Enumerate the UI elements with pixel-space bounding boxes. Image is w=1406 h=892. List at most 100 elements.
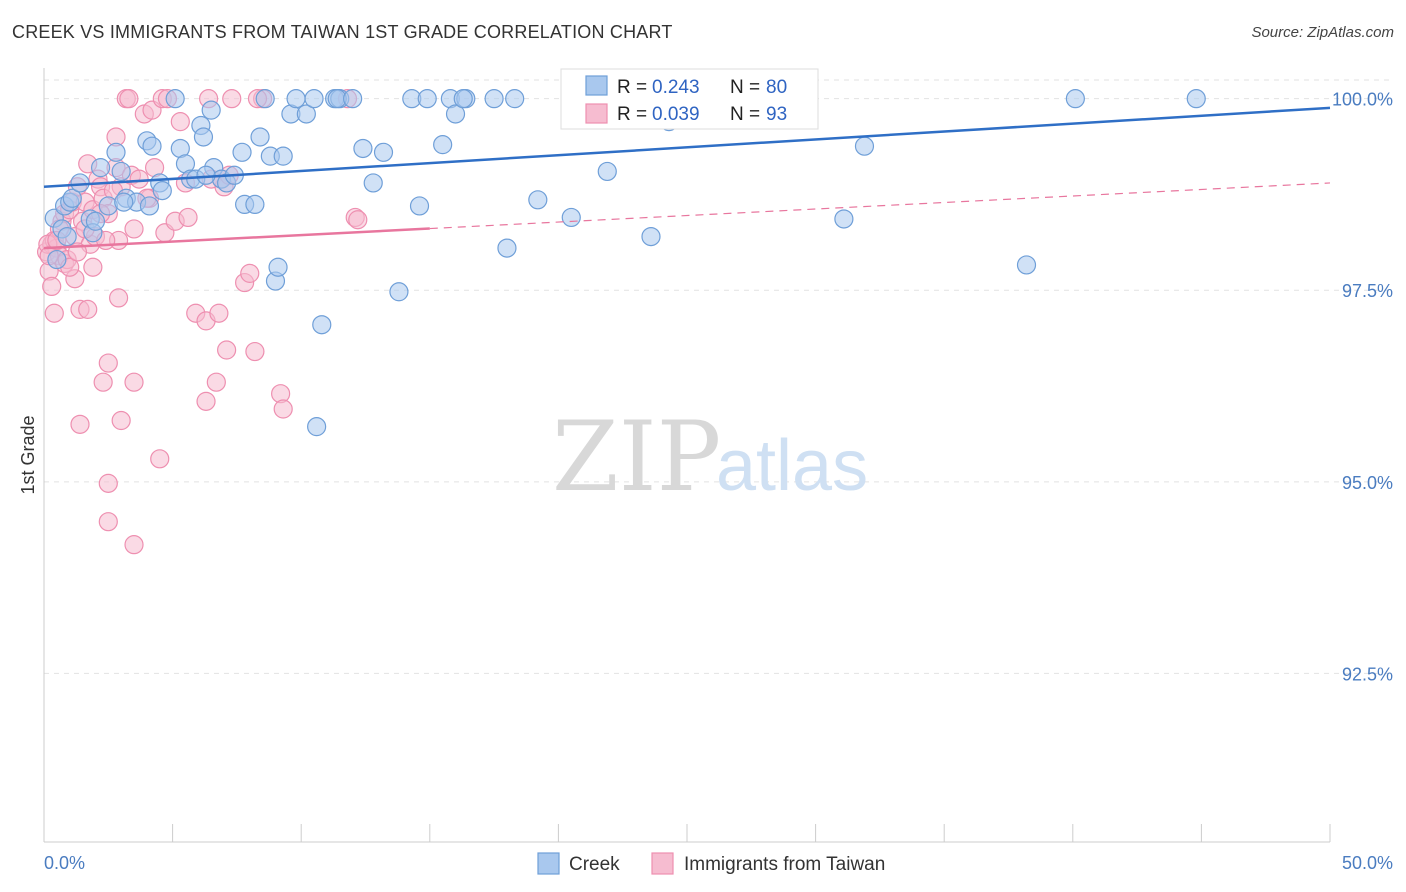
y-tick-label: 92.5% <box>1342 664 1393 684</box>
watermark-zip: ZIP <box>552 401 721 513</box>
data-point <box>111 410 131 431</box>
data-point <box>196 391 216 411</box>
data-point <box>85 211 106 231</box>
data-point <box>240 263 260 283</box>
legend-swatch-creek <box>585 75 608 96</box>
data-point <box>389 282 409 302</box>
data-point <box>47 249 67 270</box>
legend-r-label-creek: R = <box>617 77 647 98</box>
data-point <box>93 372 113 392</box>
data-point <box>232 142 252 162</box>
watermark: ZIP atlas <box>552 401 868 513</box>
data-point <box>497 238 517 258</box>
data-point <box>245 341 265 362</box>
data-point <box>353 138 373 159</box>
legend-n-value-creek: 80 <box>766 77 787 98</box>
data-point <box>129 169 149 189</box>
legend-n-label-taiwan: N = <box>730 104 760 125</box>
data-point <box>217 340 237 360</box>
data-point <box>307 417 327 437</box>
data-point <box>165 89 185 109</box>
data-point <box>250 127 270 147</box>
data-point <box>42 276 62 297</box>
data-point <box>433 135 453 155</box>
data-point <box>124 535 144 555</box>
data-point <box>1065 89 1085 109</box>
data-point <box>268 257 288 277</box>
data-point <box>409 196 430 216</box>
data-point <box>286 89 306 109</box>
trend-line-creek <box>43 106 1331 189</box>
data-point <box>124 219 144 239</box>
data-point <box>150 449 170 469</box>
y-tick-labels: 92.5% 95.0% 97.5% 100.0% <box>1332 90 1393 685</box>
legend-swatch-taiwan <box>585 103 608 124</box>
legend-r-label-taiwan: R = <box>617 104 647 125</box>
data-point <box>119 89 139 109</box>
stats-legend: R = 0.243 N = 80 R = 0.039 N = 93 <box>560 68 819 130</box>
data-point <box>312 315 332 335</box>
data-point <box>348 210 368 230</box>
data-point <box>505 89 525 109</box>
bottom-legend-swatch-taiwan <box>651 852 674 875</box>
data-point <box>373 142 394 162</box>
data-point <box>83 257 103 277</box>
data-point <box>90 158 111 178</box>
trend-line-taiwan <box>43 227 430 250</box>
data-point <box>193 127 214 147</box>
data-point <box>1186 89 1206 109</box>
chart-source: Source: ZipAtlas.com <box>1251 24 1394 41</box>
y-tick-label: 100.0% <box>1332 90 1393 110</box>
data-point <box>106 142 126 162</box>
data-point <box>445 104 466 124</box>
data-point <box>363 173 383 193</box>
bottom-legend-label-creek: Creek <box>569 854 620 875</box>
data-point <box>57 226 77 247</box>
watermark-atlas: atlas <box>716 426 868 506</box>
data-point <box>98 353 118 373</box>
data-point <box>206 372 226 392</box>
data-point <box>139 196 160 216</box>
data-point <box>44 303 64 323</box>
data-point <box>834 209 854 229</box>
x-tick-marks <box>43 824 1331 842</box>
data-point <box>343 89 363 109</box>
x-tick-label-min: 0.0% <box>44 853 85 873</box>
data-point <box>222 89 242 109</box>
data-point <box>70 414 90 434</box>
y-tick-label: 97.5% <box>1342 281 1393 301</box>
trend-lines <box>43 106 1331 250</box>
data-point <box>209 303 229 323</box>
data-point <box>304 89 324 109</box>
trend-line-taiwan-extrapolated <box>429 182 1331 230</box>
data-point <box>561 207 581 228</box>
data-point <box>78 299 98 319</box>
data-point <box>98 512 118 532</box>
legend-r-value-creek: 0.243 <box>652 77 700 98</box>
data-point <box>273 399 293 419</box>
bottom-legend-label-taiwan: Immigrants from Taiwan <box>684 854 885 875</box>
data-point <box>296 104 316 124</box>
data-point <box>273 146 293 166</box>
data-point <box>170 112 190 132</box>
bottom-legend-swatch-creek <box>537 852 560 875</box>
creek-points <box>44 89 1206 437</box>
data-point <box>98 473 118 493</box>
legend-n-label-creek: N = <box>730 77 760 98</box>
data-point <box>114 192 134 212</box>
data-point <box>484 89 504 109</box>
data-point <box>641 226 661 247</box>
data-point <box>201 100 221 120</box>
data-point <box>528 190 548 210</box>
grid-lines <box>44 79 1390 674</box>
data-point <box>124 372 144 392</box>
data-point <box>417 89 437 109</box>
data-point <box>245 194 265 215</box>
y-axis-label: 1st Grade <box>18 415 38 494</box>
y-tick-label: 95.0% <box>1342 473 1393 493</box>
data-point <box>111 161 131 182</box>
legend-n-value-taiwan: 93 <box>766 104 787 125</box>
data-point <box>62 188 82 208</box>
legend-r-value-taiwan: 0.039 <box>652 104 700 125</box>
